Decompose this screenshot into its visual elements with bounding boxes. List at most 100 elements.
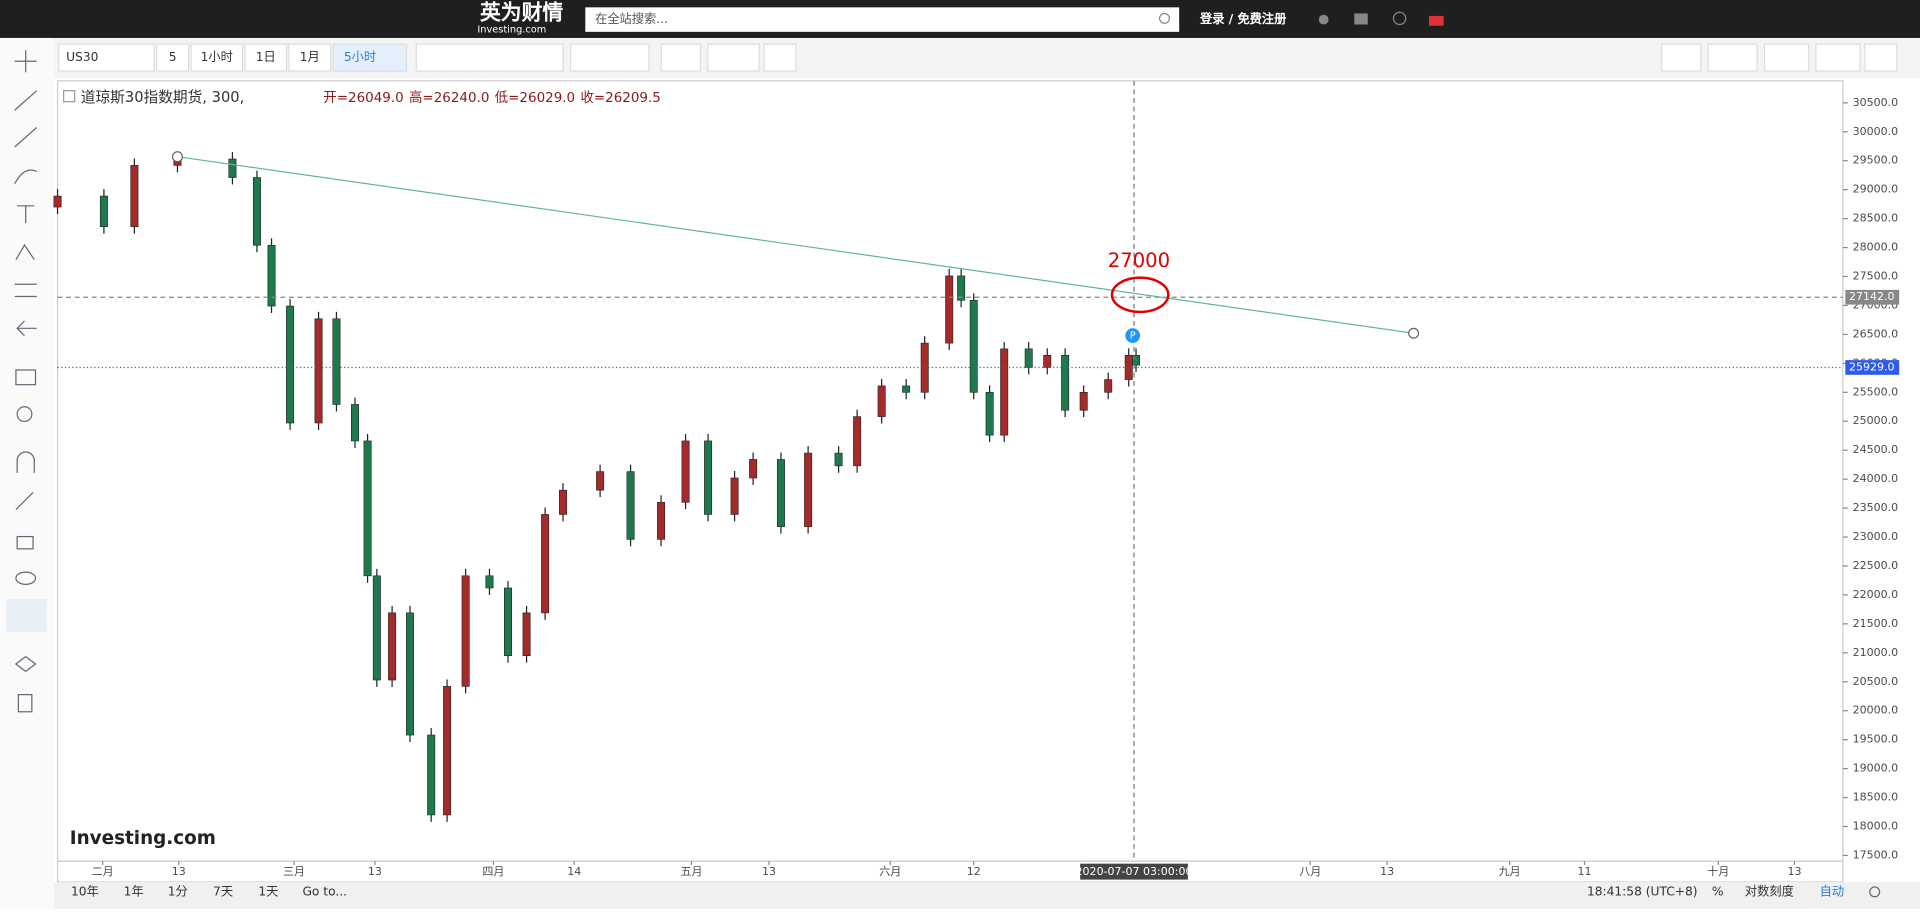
candle-body (372, 575, 381, 681)
magnet-tool[interactable] (16, 451, 35, 473)
range-button[interactable]: 10年 (71, 884, 99, 898)
snapshot-button[interactable] (1661, 43, 1702, 72)
candle-body (969, 299, 978, 393)
x-tick-label: 三月 (283, 865, 305, 878)
ohlc-close: 收=26209.5 (580, 90, 660, 106)
layers-tool[interactable] (14, 655, 37, 673)
range-button[interactable]: 1年 (124, 884, 144, 898)
search-placeholder: 在全站搜索... (595, 11, 668, 26)
crosshair-label-box (1080, 863, 1188, 880)
interval-button-active[interactable] (332, 43, 408, 72)
y-tick-label: 29500.0 (1853, 154, 1899, 167)
draw-mode-tool[interactable] (15, 492, 34, 511)
interval-button[interactable] (288, 43, 332, 72)
candle-body (427, 734, 436, 816)
ohlc-open: 开=26049.0 (323, 90, 403, 106)
pattern-tool[interactable] (15, 243, 35, 261)
candle-body (985, 392, 994, 436)
y-tick-label: 27500.0 (1853, 270, 1899, 283)
candle-body (99, 195, 108, 228)
trend-line (177, 156, 1414, 334)
x-tick-label: 六月 (879, 865, 901, 878)
candle-body (267, 244, 276, 307)
fullscreen-button[interactable] (1864, 43, 1898, 72)
visibility-tool[interactable] (15, 571, 37, 585)
brush-tool[interactable] (14, 169, 38, 185)
candle-body (681, 440, 690, 503)
plot-area (56, 80, 1844, 862)
y-tick-label: 28500.0 (1853, 212, 1899, 225)
footer-bar (53, 882, 1920, 909)
candle-body (749, 459, 758, 479)
load-button[interactable] (1763, 43, 1810, 72)
range-button[interactable]: 7天 (213, 884, 233, 898)
line-tool[interactable] (14, 90, 38, 111)
candle-body (485, 575, 494, 589)
event-marker (1125, 328, 1141, 343)
clock-icon[interactable] (1392, 11, 1407, 26)
candle-body (53, 195, 62, 208)
compare-button[interactable] (660, 43, 702, 72)
interval-input[interactable] (156, 43, 190, 72)
flag-icon[interactable] (1428, 15, 1444, 26)
portfolio-icon[interactable] (1354, 13, 1368, 25)
x-tick-label: 八月 (1299, 865, 1321, 878)
y-tick-label: 30000.0 (1853, 125, 1899, 138)
lock-tool[interactable] (16, 535, 34, 550)
collapse-toggle[interactable] (63, 90, 76, 103)
annotation-ellipse (1110, 276, 1170, 314)
settings-gear[interactable] (1869, 886, 1881, 898)
fib-tool[interactable] (14, 126, 38, 148)
symbol: US30 (66, 50, 98, 64)
measure-tool[interactable] (14, 283, 37, 298)
candle-body (1124, 354, 1133, 380)
y-tick-label: 22500.0 (1853, 559, 1899, 572)
time-axis (56, 860, 1844, 883)
clock: 18:41:58 (UTC+8) (1587, 884, 1698, 898)
chart-type-buttons[interactable] (415, 43, 564, 72)
candle-body (804, 452, 813, 527)
interval-button[interactable] (244, 43, 288, 72)
y-tick-label: 24500.0 (1853, 443, 1899, 456)
zoom-out-tool[interactable] (15, 369, 37, 386)
candle-body (1043, 354, 1052, 368)
candle-body (1132, 354, 1141, 366)
annotation-text: 27000 (1108, 249, 1170, 272)
x-tick-label: 十月 (1707, 864, 1729, 878)
candle-body (877, 385, 886, 417)
color-button[interactable] (1707, 43, 1758, 72)
log-toggle[interactable]: 对数刻度 (1745, 883, 1794, 898)
y-tick-label: 21000.0 (1853, 646, 1899, 659)
x-tick-label: 二月 (92, 865, 114, 878)
save-button[interactable] (1815, 43, 1861, 72)
auto-toggle[interactable]: 自动 (1820, 884, 1844, 898)
settings-buttons[interactable] (570, 43, 650, 72)
interval-button[interactable] (190, 43, 244, 72)
bell-icon[interactable] (1318, 14, 1329, 25)
range-button[interactable]: 1分 (168, 884, 188, 898)
login-link[interactable]: 登录 / 免费注册 (1199, 11, 1286, 26)
alert-button[interactable] (763, 43, 797, 72)
zoom-tool[interactable] (16, 406, 33, 423)
candle-body (834, 452, 843, 467)
candle-body (730, 477, 739, 515)
goto-button[interactable]: Go to... (302, 884, 347, 898)
trash-tool[interactable] (17, 694, 33, 713)
search-box[interactable] (585, 7, 1180, 32)
undo-redo[interactable] (707, 43, 760, 72)
x-tick-label: 11 (1577, 865, 1591, 878)
y-tick-label: 30500.0 (1853, 96, 1899, 109)
link-tool[interactable] (6, 599, 47, 633)
y-tick-label: 23000.0 (1853, 530, 1899, 543)
search-icon[interactable] (1158, 12, 1171, 24)
symbol-input[interactable] (58, 43, 155, 72)
brand-sub: Investing.com (477, 24, 546, 35)
percent-toggle[interactable]: % (1712, 884, 1724, 898)
brand: 英为财情 (480, 0, 563, 24)
candle-body (1104, 379, 1113, 393)
watermark: Investing.com (70, 828, 216, 849)
range-button[interactable]: 1天 (258, 884, 278, 898)
text-tool[interactable] (17, 205, 35, 223)
back-tool[interactable] (16, 320, 37, 337)
